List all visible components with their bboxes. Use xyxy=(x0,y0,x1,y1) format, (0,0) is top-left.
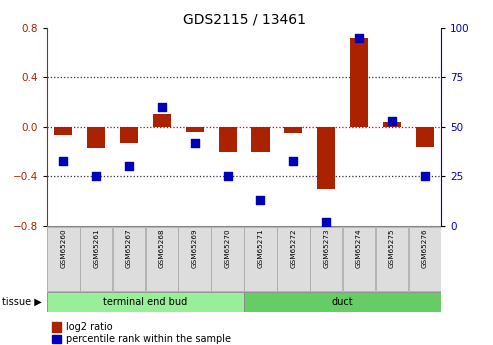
Point xyxy=(224,174,232,179)
Text: GSM65274: GSM65274 xyxy=(356,229,362,268)
Text: GSM65272: GSM65272 xyxy=(290,229,296,268)
Bar xyxy=(113,227,145,291)
Text: GSM65271: GSM65271 xyxy=(257,229,263,268)
Point xyxy=(59,158,67,163)
Bar xyxy=(409,227,441,291)
Bar xyxy=(186,127,204,132)
Text: GSM65261: GSM65261 xyxy=(93,229,99,268)
Bar xyxy=(376,227,408,291)
Bar xyxy=(284,127,302,133)
Bar xyxy=(87,127,105,148)
Point xyxy=(322,219,330,225)
Text: GSM65273: GSM65273 xyxy=(323,229,329,268)
Point xyxy=(421,174,429,179)
Bar xyxy=(120,127,138,143)
Point xyxy=(158,104,166,110)
Text: percentile rank within the sample: percentile rank within the sample xyxy=(66,334,231,344)
Bar xyxy=(54,127,72,136)
Bar xyxy=(178,227,211,291)
Bar xyxy=(277,227,310,291)
Bar xyxy=(310,227,343,291)
Bar xyxy=(80,227,112,291)
Bar xyxy=(145,227,178,291)
Text: GSM65275: GSM65275 xyxy=(389,229,395,268)
Text: GSM65276: GSM65276 xyxy=(422,229,428,268)
Point xyxy=(355,35,363,40)
Text: duct: duct xyxy=(332,297,353,307)
Bar xyxy=(251,127,270,151)
Text: GSM65268: GSM65268 xyxy=(159,229,165,268)
Text: GSM65269: GSM65269 xyxy=(192,229,198,268)
Text: terminal end bud: terminal end bud xyxy=(104,297,187,307)
Bar xyxy=(416,127,434,147)
Bar xyxy=(47,292,244,312)
Text: log2 ratio: log2 ratio xyxy=(66,322,112,332)
Text: GSM65267: GSM65267 xyxy=(126,229,132,268)
Bar xyxy=(244,227,277,291)
Bar xyxy=(244,292,441,312)
Point xyxy=(191,140,199,145)
Title: GDS2115 / 13461: GDS2115 / 13461 xyxy=(182,12,306,27)
Bar xyxy=(317,127,335,189)
Bar xyxy=(343,227,375,291)
Point xyxy=(92,174,100,179)
Bar xyxy=(383,122,401,127)
Point xyxy=(388,118,396,124)
Bar xyxy=(153,115,171,127)
Point xyxy=(256,197,264,203)
Point xyxy=(289,158,297,163)
Bar xyxy=(350,38,368,127)
Bar xyxy=(218,127,237,151)
Bar xyxy=(211,227,244,291)
Text: GSM65260: GSM65260 xyxy=(60,229,66,268)
Point xyxy=(125,164,133,169)
Bar xyxy=(47,227,79,291)
Text: tissue ▶: tissue ▶ xyxy=(2,297,42,307)
Text: GSM65270: GSM65270 xyxy=(225,229,231,268)
